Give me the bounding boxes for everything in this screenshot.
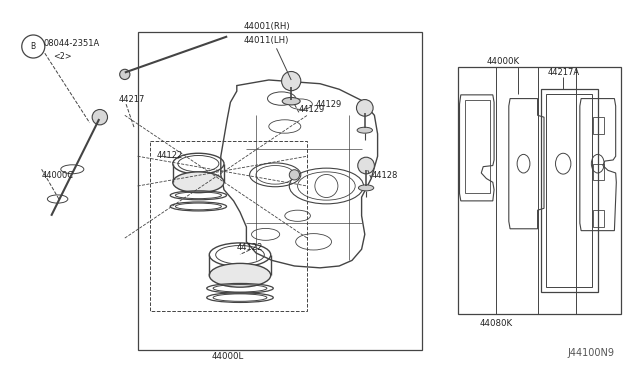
- Circle shape: [358, 157, 374, 174]
- Bar: [546, 94, 592, 287]
- Text: J44100N9: J44100N9: [568, 349, 614, 358]
- Bar: [465, 100, 490, 193]
- Text: 44001(RH): 44001(RH): [243, 22, 290, 31]
- Text: 44217A: 44217A: [548, 68, 580, 77]
- Text: 44122: 44122: [157, 151, 183, 160]
- Circle shape: [120, 69, 130, 80]
- Bar: [458, 67, 621, 314]
- Text: 44000L: 44000L: [211, 352, 243, 361]
- Bar: [138, 32, 422, 350]
- Bar: [593, 164, 604, 180]
- Text: 44000K: 44000K: [486, 57, 520, 66]
- Text: 44122: 44122: [237, 243, 263, 252]
- Circle shape: [282, 71, 301, 91]
- Bar: [541, 89, 598, 292]
- Circle shape: [92, 109, 108, 125]
- Text: 44011(LH): 44011(LH): [243, 36, 289, 45]
- Text: 44129: 44129: [316, 100, 342, 109]
- Ellipse shape: [357, 127, 372, 133]
- Text: 44000C: 44000C: [42, 171, 74, 180]
- Text: 44080K: 44080K: [479, 319, 513, 328]
- Text: B: B: [31, 42, 36, 51]
- Text: <2>: <2>: [53, 52, 72, 61]
- Ellipse shape: [209, 263, 271, 287]
- Bar: [593, 117, 604, 134]
- Text: 44217: 44217: [118, 95, 145, 104]
- Circle shape: [289, 170, 300, 180]
- Text: 44129: 44129: [299, 105, 325, 114]
- Ellipse shape: [173, 172, 224, 193]
- Text: 08044-2351A: 08044-2351A: [44, 39, 100, 48]
- Text: 44128: 44128: [371, 171, 397, 180]
- Circle shape: [356, 100, 373, 116]
- Bar: [150, 141, 307, 311]
- Ellipse shape: [282, 97, 300, 105]
- Bar: [593, 210, 604, 227]
- Ellipse shape: [358, 185, 374, 191]
